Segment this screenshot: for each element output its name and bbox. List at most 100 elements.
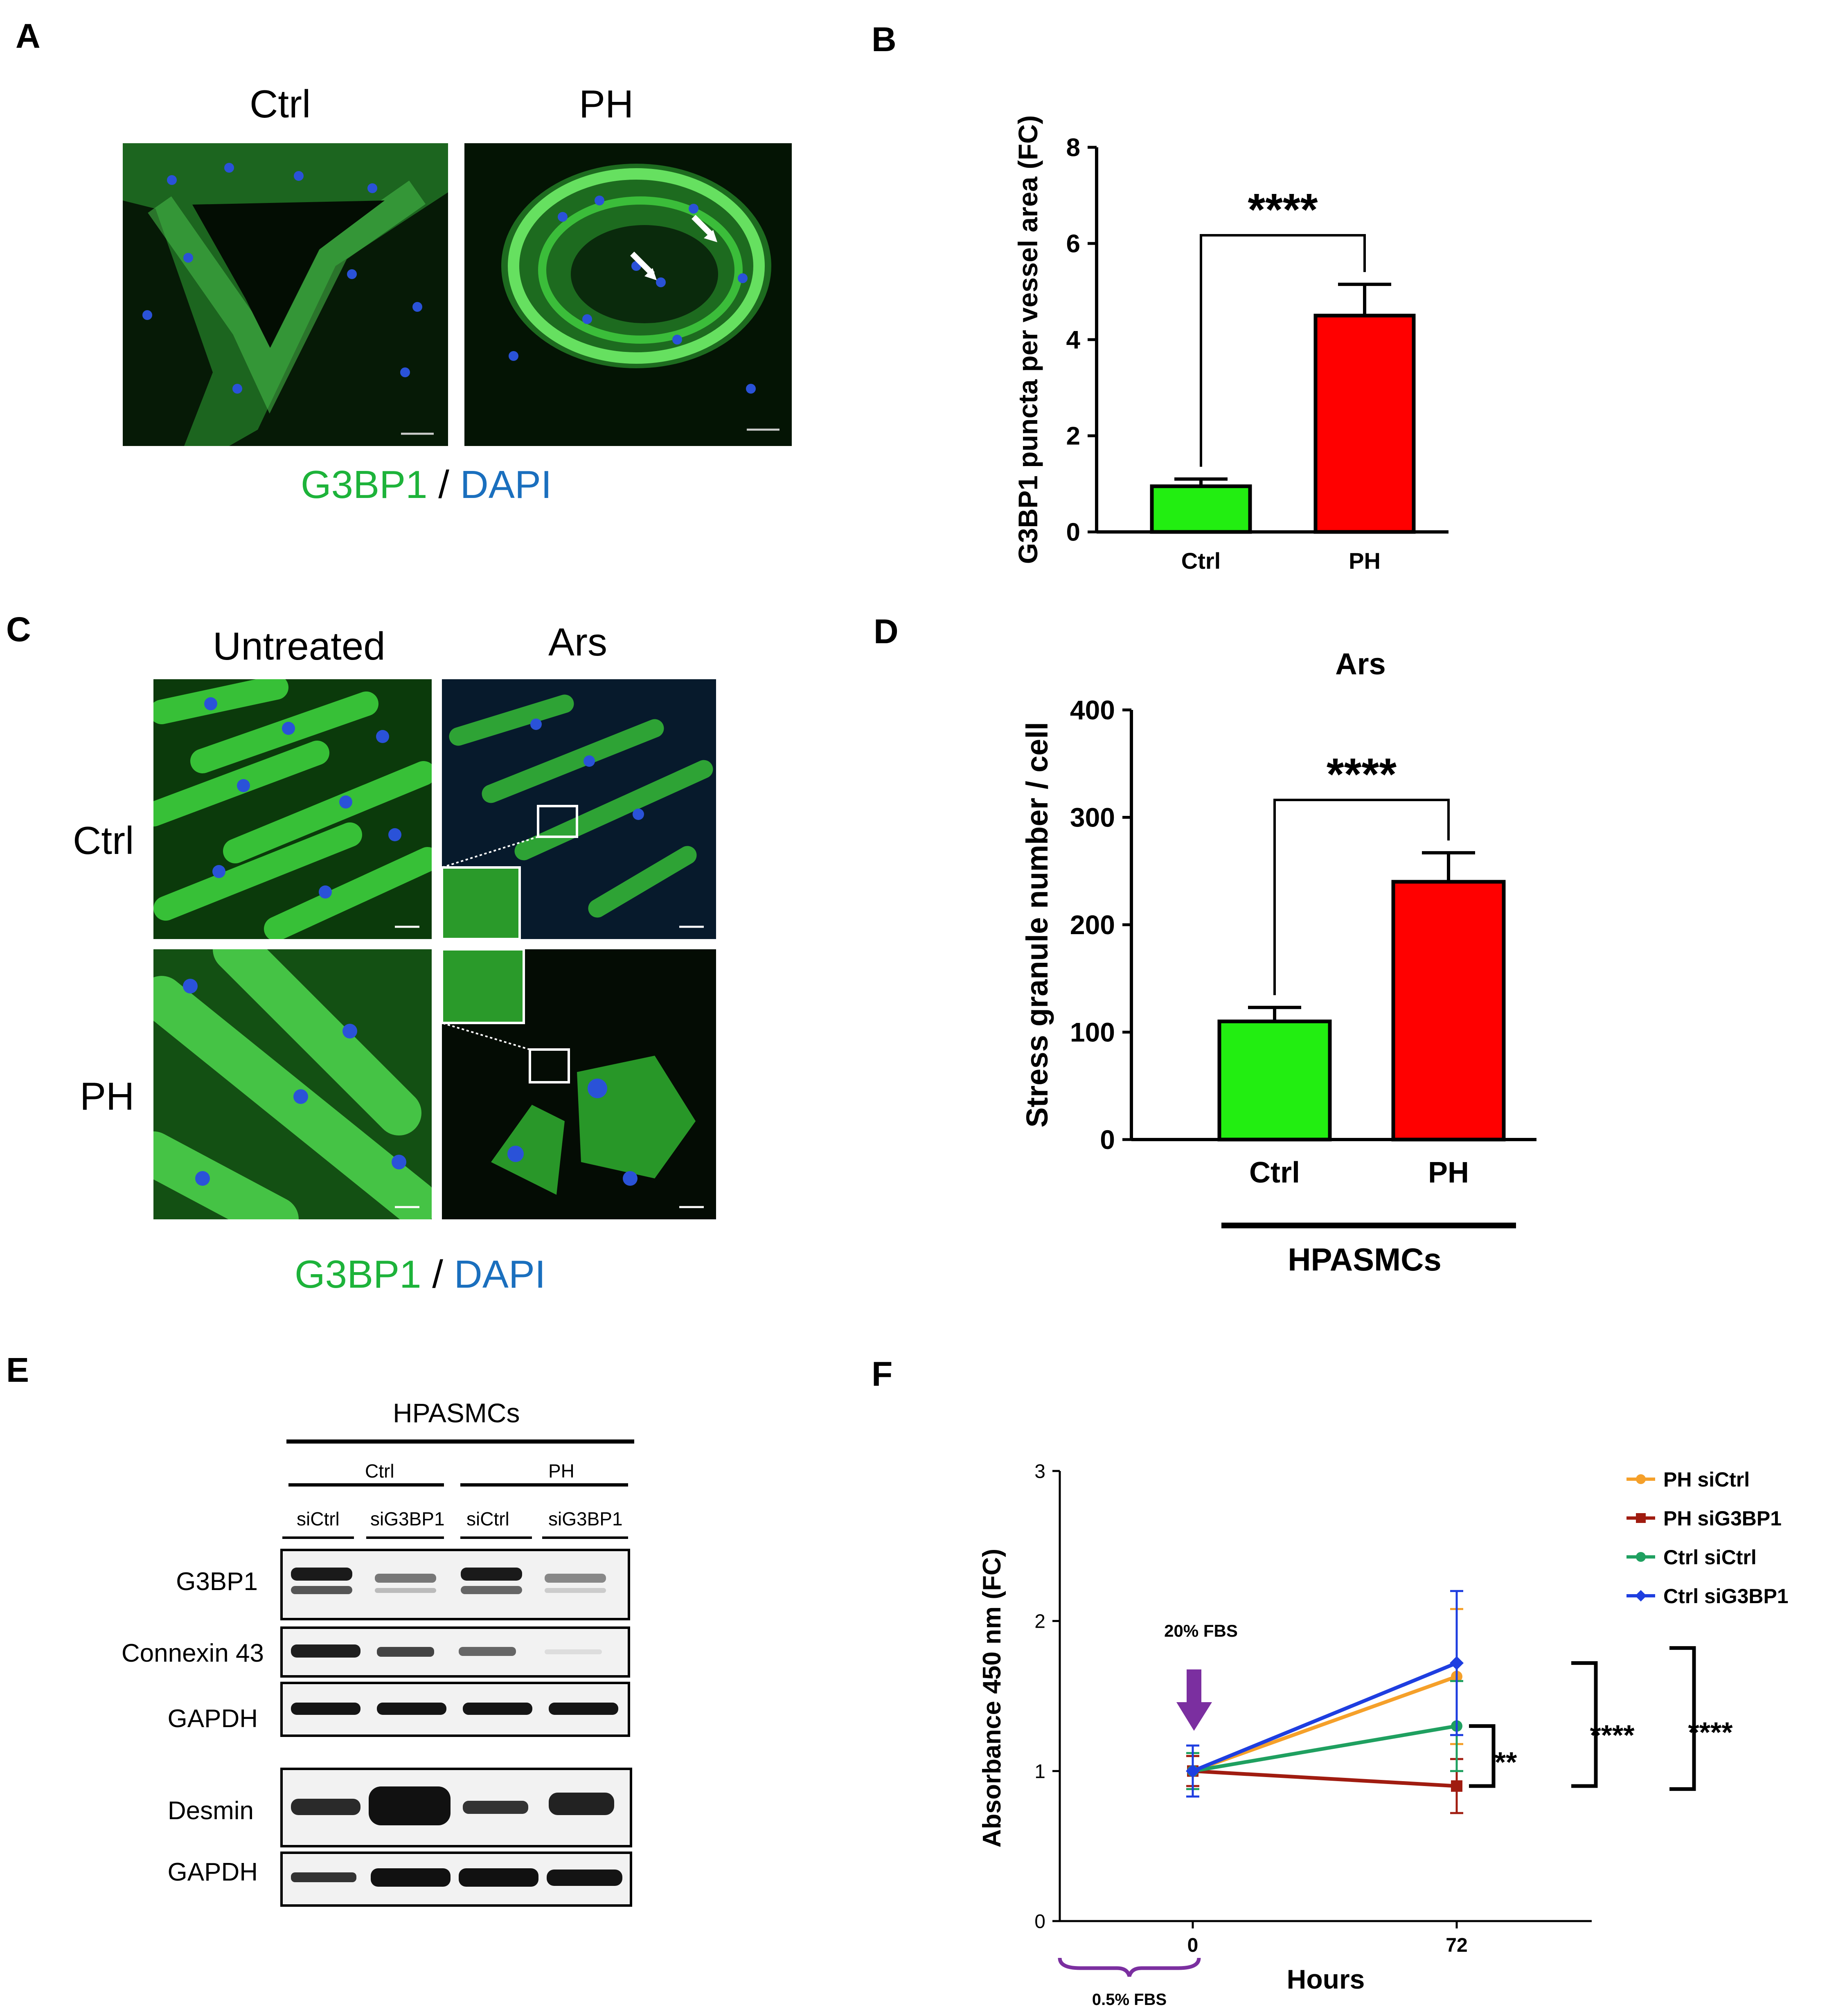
x-tick-label: PH <box>1349 548 1381 574</box>
blot-group-ph: PH <box>548 1460 574 1482</box>
x-tick-label: PH <box>1428 1156 1469 1189</box>
blot-title-underline <box>286 1439 634 1444</box>
micrograph-c-ph-untreated <box>153 949 432 1219</box>
bar <box>1150 484 1252 534</box>
y-tick-label: 1 <box>1034 1761 1045 1782</box>
significance-bracket <box>1273 799 1450 996</box>
y-axis-label: Absorbance 450 nm (FC) <box>978 1549 1006 1847</box>
significance-bracket <box>1571 1661 1598 1788</box>
panel-c-row-label-ctrl: Ctrl <box>73 819 134 863</box>
significance-label: **** <box>1688 1716 1733 1748</box>
legend-marker <box>1635 1590 1647 1602</box>
y-axis-label: G3BP1 puncta per vessel area (FC) <box>1013 115 1043 564</box>
stain-g3bp1-label: G3BP1 <box>295 1252 421 1296</box>
y-tick-label: 0 <box>1066 518 1080 547</box>
y-tick-label: 0 <box>1100 1124 1115 1155</box>
blot-group-ctrl-line <box>288 1483 444 1487</box>
legend-marker <box>1636 1552 1646 1562</box>
legend-label: PH siG3BP1 <box>1663 1507 1782 1530</box>
blot-desmin <box>280 1768 632 1847</box>
x-tick-label: 0 <box>1187 1935 1198 1956</box>
fbs-20-label: 20% FBS <box>1164 1621 1238 1640</box>
y-tick-label: 2 <box>1034 1611 1045 1633</box>
x-tick-label: Ctrl <box>1249 1156 1300 1189</box>
blot-gapdh-2 <box>280 1852 632 1907</box>
panel-letter-a: A <box>16 17 41 55</box>
group-label: HPASMCs <box>1288 1241 1442 1277</box>
chart-b: 0 2 4 6 8 G3BP1 puncta per vessel area (FC) Ct… <box>1013 115 1449 574</box>
legend-label: Ctrl siG3BP1 <box>1663 1585 1789 1608</box>
fbs-05-brace <box>1058 1957 1201 1977</box>
significance-label: **** <box>1590 1719 1635 1751</box>
micrograph-c-ph-ars <box>442 949 716 1219</box>
panel-c-col-label-ars: Ars <box>548 620 607 664</box>
stain-separator: / <box>427 463 460 507</box>
fbs-arrow-head <box>1176 1702 1212 1731</box>
blot-connexin43 <box>280 1626 630 1678</box>
legend-marker <box>1636 1474 1646 1484</box>
x-tick-label: 72 <box>1446 1935 1467 1956</box>
blot-group-ph-line <box>460 1483 628 1487</box>
stain-dapi-label: DAPI <box>460 463 552 507</box>
fbs-05-label: 0.5% FBS <box>1092 1991 1167 2009</box>
significance-bracket <box>1200 234 1366 467</box>
x-tick-label: Ctrl <box>1181 548 1221 574</box>
y-tick-label: 300 <box>1070 802 1115 833</box>
y-tick-label: 3 <box>1034 1461 1045 1482</box>
stain-dapi-label: DAPI <box>454 1252 546 1296</box>
series-line <box>1192 1675 1458 1773</box>
panel-letter-c: C <box>6 610 31 649</box>
panel-letter-d: D <box>874 612 899 651</box>
series-line <box>1192 1724 1457 1773</box>
series-line <box>1192 1769 1457 1788</box>
significance-label: **** <box>1248 185 1318 235</box>
panel-a-col-label-ph: PH <box>579 82 634 126</box>
panel-letter-f: F <box>872 1355 893 1393</box>
y-tick-label: 200 <box>1070 910 1115 940</box>
blot-lane-1: siCtrl <box>297 1508 340 1529</box>
data-point <box>1450 1656 1464 1670</box>
panel-letter-e: E <box>6 1351 29 1389</box>
panel-a-col-label-ctrl: Ctrl <box>250 82 311 126</box>
data-point <box>1451 1780 1462 1792</box>
data-point <box>1186 1764 1200 1778</box>
legend-label: Ctrl siCtrl <box>1663 1546 1757 1569</box>
panel-c-stain-legend: G3BP1 / DAPI <box>295 1252 546 1297</box>
blot-group-ctrl: Ctrl <box>365 1460 394 1482</box>
panel-c-row-label-ph: PH <box>80 1074 135 1118</box>
blot-row-label-gapdh-2: GAPDH <box>167 1858 258 1886</box>
chart-title: Ars <box>1335 647 1385 681</box>
bar <box>1217 1019 1332 1142</box>
blot-lane-underline <box>282 1536 354 1539</box>
y-tick-label: 6 <box>1066 230 1080 258</box>
series-line <box>1192 1661 1458 1773</box>
blot-row-label-gapdh-1: GAPDH <box>167 1705 258 1733</box>
blot-title: HPASMCs <box>393 1398 520 1428</box>
significance-bracket <box>1669 1646 1696 1791</box>
y-tick-label: 100 <box>1070 1017 1115 1047</box>
y-tick-label: 4 <box>1066 326 1081 354</box>
bar <box>1391 880 1506 1142</box>
bar <box>1313 313 1416 534</box>
legend-marker <box>1636 1513 1646 1523</box>
blot-lane-underline <box>460 1536 532 1539</box>
y-axis-label: Stress granule number / cell <box>1020 722 1054 1127</box>
y-tick-label: 8 <box>1066 134 1080 162</box>
micrograph-c-ctrl-untreated <box>153 679 432 939</box>
micrograph-c-ctrl-ars <box>442 679 716 939</box>
blot-row-label-g3bp1: G3BP1 <box>176 1568 258 1596</box>
panel-letter-b: B <box>872 20 897 59</box>
y-tick-label: 2 <box>1066 422 1080 451</box>
blot-gapdh-1 <box>280 1682 630 1737</box>
stain-separator: / <box>421 1252 454 1296</box>
chart-f: 0 1 2 3 0 72 Hours Absorbance 450 nm (FC) 20% FB… <box>978 1461 1789 2009</box>
x-axis-label: Hours <box>1287 1964 1365 1994</box>
significance-label: **** <box>1327 749 1397 800</box>
chart-d: 0 100 200 300 400 Stress granule number / cel… <box>1020 647 1536 1277</box>
blot-lane-4: siG3BP1 <box>548 1508 623 1529</box>
panel-c-col-label-untreated: Untreated <box>213 624 385 668</box>
micrograph-a-ctrl <box>123 143 448 446</box>
legend-label: PH siCtrl <box>1663 1468 1750 1491</box>
blot-lane-3: siCtrl <box>466 1508 509 1529</box>
